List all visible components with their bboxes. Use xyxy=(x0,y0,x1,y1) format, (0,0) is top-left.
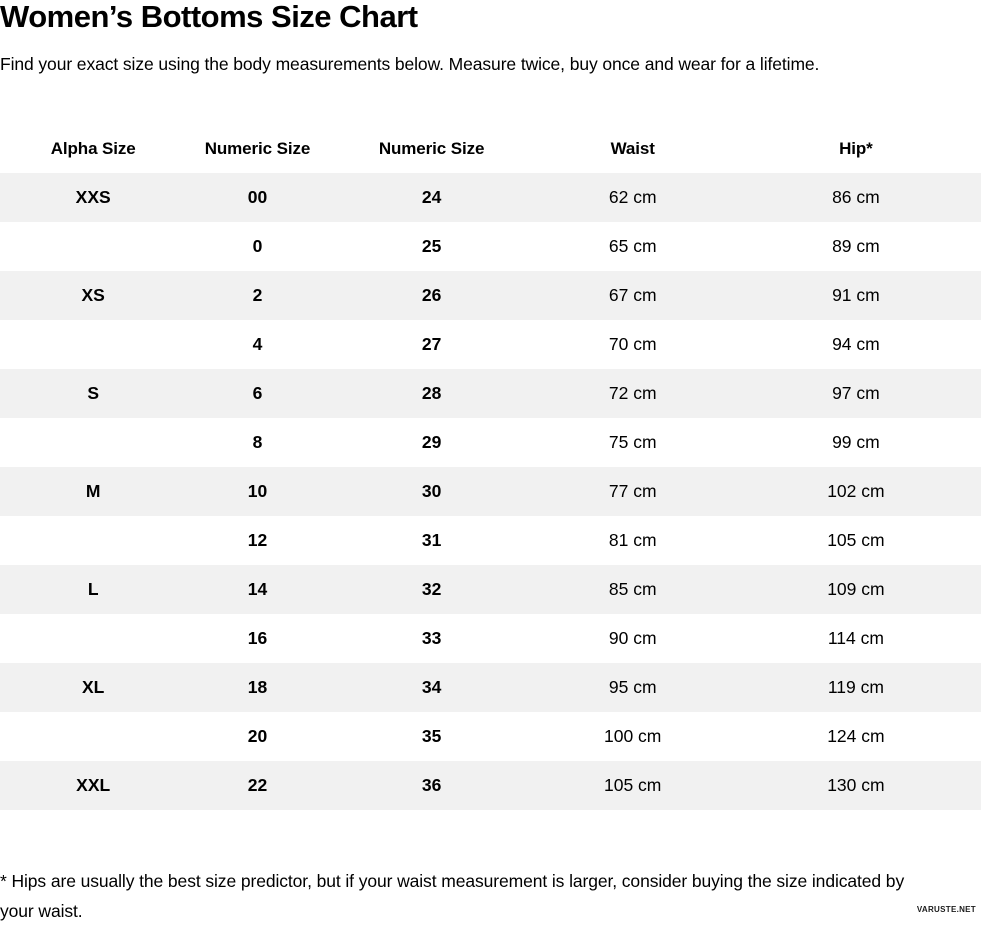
hip-cell: 124 cm xyxy=(827,726,885,746)
column-header: Numeric Size xyxy=(378,138,485,158)
table-row: 4 27 70 cm 94 cm xyxy=(0,320,981,369)
table-row: XXS 00 24 62 cm 86 cm xyxy=(0,173,981,222)
numeric-size-cell: 26 xyxy=(421,285,442,305)
alpha-size-cell: L xyxy=(87,579,99,599)
alpha-size-cell xyxy=(0,222,186,271)
column-header: Alpha Size xyxy=(50,138,136,158)
numeric-size-cell: 25 xyxy=(421,236,442,256)
hip-cell: 91 cm xyxy=(832,285,880,305)
table-row: M 10 30 77 cm 102 cm xyxy=(0,467,981,516)
alpha-size-cell: XXL xyxy=(76,775,111,795)
alpha-size-cell xyxy=(0,418,186,467)
waist-cell: 95 cm xyxy=(608,677,657,697)
numeric-size-cell: 8 xyxy=(252,432,263,452)
waist-cell: 67 cm xyxy=(608,285,657,305)
alpha-size-cell: XS xyxy=(81,285,105,305)
waist-cell: 65 cm xyxy=(608,236,657,256)
numeric-size-cell: 30 xyxy=(421,481,442,501)
numeric-size-cell: 35 xyxy=(421,726,442,746)
alpha-size-cell xyxy=(0,516,186,565)
hip-cell: 109 cm xyxy=(827,579,885,599)
waist-cell: 105 cm xyxy=(604,775,662,795)
numeric-size-cell: 22 xyxy=(247,775,268,795)
numeric-size-cell: 33 xyxy=(421,628,442,648)
numeric-size-cell: 18 xyxy=(247,677,268,697)
hip-cell: 94 cm xyxy=(832,334,880,354)
alpha-size-cell xyxy=(0,712,186,761)
numeric-size-cell: 27 xyxy=(421,334,442,354)
page-title: Women’s Bottoms Size Chart xyxy=(0,0,418,34)
table-row: L 14 32 85 cm 109 cm xyxy=(0,565,981,614)
numeric-size-cell: 34 xyxy=(421,677,442,697)
numeric-size-cell: 31 xyxy=(421,530,442,550)
numeric-size-cell: 12 xyxy=(247,530,268,550)
column-header: Waist xyxy=(610,138,655,158)
table-row: XS 2 26 67 cm 91 cm xyxy=(0,271,981,320)
hip-cell: 130 cm xyxy=(827,775,885,795)
numeric-size-cell: 32 xyxy=(421,579,442,599)
waist-cell: 100 cm xyxy=(604,726,662,746)
table-row: XXL 22 36 105 cm 130 cm xyxy=(0,761,981,810)
waist-cell: 62 cm xyxy=(608,187,657,207)
page-subtitle: Find your exact size using the body meas… xyxy=(0,54,820,74)
hip-cell: 119 cm xyxy=(827,677,884,697)
numeric-size-cell: 6 xyxy=(252,383,263,403)
waist-cell: 75 cm xyxy=(608,432,657,452)
alpha-size-cell xyxy=(0,614,186,663)
table-row: 16 33 90 cm 114 cm xyxy=(0,614,981,663)
hip-cell: 114 cm xyxy=(827,628,884,648)
hip-cell: 102 cm xyxy=(827,481,885,501)
size-table: Alpha Size Numeric Size Numeric Size Waist H… xyxy=(0,124,981,810)
waist-cell: 90 cm xyxy=(608,628,657,648)
column-header: Numeric Size xyxy=(204,138,311,158)
numeric-size-cell: 29 xyxy=(421,432,442,452)
alpha-size-cell xyxy=(0,320,186,369)
numeric-size-cell: 4 xyxy=(252,334,263,354)
table-row: 0 25 65 cm 89 cm xyxy=(0,222,981,271)
waist-cell: 85 cm xyxy=(608,579,657,599)
hip-cell: 86 cm xyxy=(832,187,880,207)
table-row: 20 35 100 cm 124 cm xyxy=(0,712,981,761)
table-row: 12 31 81 cm 105 cm xyxy=(0,516,981,565)
hip-cell: 105 cm xyxy=(827,530,885,550)
numeric-size-cell: 00 xyxy=(247,187,268,207)
waist-cell: 72 cm xyxy=(608,383,657,403)
hip-cell: 99 cm xyxy=(832,432,880,452)
numeric-size-cell: 2 xyxy=(252,285,263,305)
waist-cell: 81 cm xyxy=(608,530,657,550)
table-row: XL 18 34 95 cm 119 cm xyxy=(0,663,981,712)
watermark: VARUSTE.NET xyxy=(916,905,976,914)
footnote: * Hips are usually the best size predict… xyxy=(0,871,905,921)
hip-cell: 97 cm xyxy=(832,383,880,403)
column-header: Hip* xyxy=(839,138,873,158)
table-row: 8 29 75 cm 99 cm xyxy=(0,418,981,467)
numeric-size-cell: 14 xyxy=(247,579,268,599)
numeric-size-cell: 28 xyxy=(421,383,442,403)
numeric-size-cell: 36 xyxy=(421,775,442,795)
alpha-size-cell: XXS xyxy=(75,187,111,207)
alpha-size-cell: M xyxy=(85,481,101,501)
hip-cell: 89 cm xyxy=(832,236,880,256)
numeric-size-cell: 16 xyxy=(247,628,268,648)
numeric-size-cell: 20 xyxy=(247,726,268,746)
size-table-body: XXS 00 24 62 cm 86 cm 0 25 65 cm 89 cm XS 2 26 67 cm… xyxy=(0,173,981,810)
alpha-size-cell: XL xyxy=(82,677,105,697)
numeric-size-cell: 0 xyxy=(252,236,263,256)
numeric-size-cell: 24 xyxy=(421,187,442,207)
waist-cell: 77 cm xyxy=(608,481,657,501)
alpha-size-cell: S xyxy=(87,383,100,403)
table-header-row: Alpha Size Numeric Size Numeric Size Waist H… xyxy=(0,124,981,173)
table-row: S 6 28 72 cm 97 cm xyxy=(0,369,981,418)
waist-cell: 70 cm xyxy=(608,334,657,354)
numeric-size-cell: 10 xyxy=(247,481,268,501)
